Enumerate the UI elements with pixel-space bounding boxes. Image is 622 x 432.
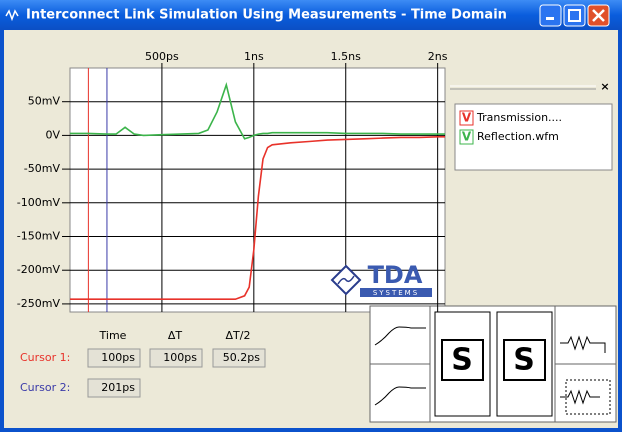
table-header: ΔT/2 [226,329,251,342]
legend-box [454,103,613,171]
panel-close[interactable]: × [600,80,609,93]
cursor-label: Cursor 1: [20,351,70,364]
value-text: 100ps [163,351,197,364]
value-text: 201ps [101,381,135,394]
s-label: S [451,343,473,378]
table-header: ΔT [168,329,183,342]
y-tick-label: -200mV [17,263,61,276]
legend-icon: V [462,111,472,125]
value-text: 50.2ps [223,351,260,364]
x-tick-label: 1.5ns [331,50,361,63]
minimize-glyph [546,17,554,20]
logo-subtext: SYSTEMS [373,289,419,297]
s-box [503,339,546,381]
value-field [212,348,266,368]
value-text: 100ps [101,351,135,364]
app-icon [5,9,19,22]
s-label: S [513,343,535,378]
x-tick-label: 500ps [145,50,179,63]
value-field [87,378,141,398]
legend-entry: Reflection.wfm [477,130,559,143]
y-tick-label: -100mV [17,196,61,209]
block-diagram: S S [369,305,617,423]
y-tick-label: 50mV [28,95,61,108]
legend-icon-box [459,110,474,126]
step-icon [374,326,426,346]
dashed-box [565,379,611,415]
s-box [441,339,484,381]
resistor-icon [560,335,606,353]
legend-icon-box [459,129,474,145]
window-title: Interconnect Link Simulation Using Measu… [26,8,507,23]
value-field [87,348,141,368]
x-tick-label: 2ns [428,50,448,63]
maximize-glyph [568,9,581,22]
minimize-button[interactable] [539,4,562,27]
logo-wave [337,275,355,285]
cursor-label: Cursor 2: [20,381,70,394]
maximize-button[interactable] [563,4,586,27]
y-tick-label: -250mV [17,297,61,310]
table-header: Time [99,329,127,342]
title-bar [0,0,622,30]
legend-entry: Transmission.... [476,111,562,124]
y-tick-label: -150mV [17,230,61,243]
step-icon [374,386,426,406]
logo-text: TDA [368,261,423,289]
x-tick-label: 1ns [244,50,264,63]
y-tick-label: -50mV [24,162,61,175]
waveform [70,82,445,140]
value-field [149,348,203,368]
waveform [70,136,445,300]
close-glyph [592,9,605,22]
y-tick-label: 0V [45,128,60,141]
plot-area [69,67,446,313]
legend-icon: V [462,130,472,144]
logo-bar [360,288,432,297]
resistor-icon [560,389,600,405]
